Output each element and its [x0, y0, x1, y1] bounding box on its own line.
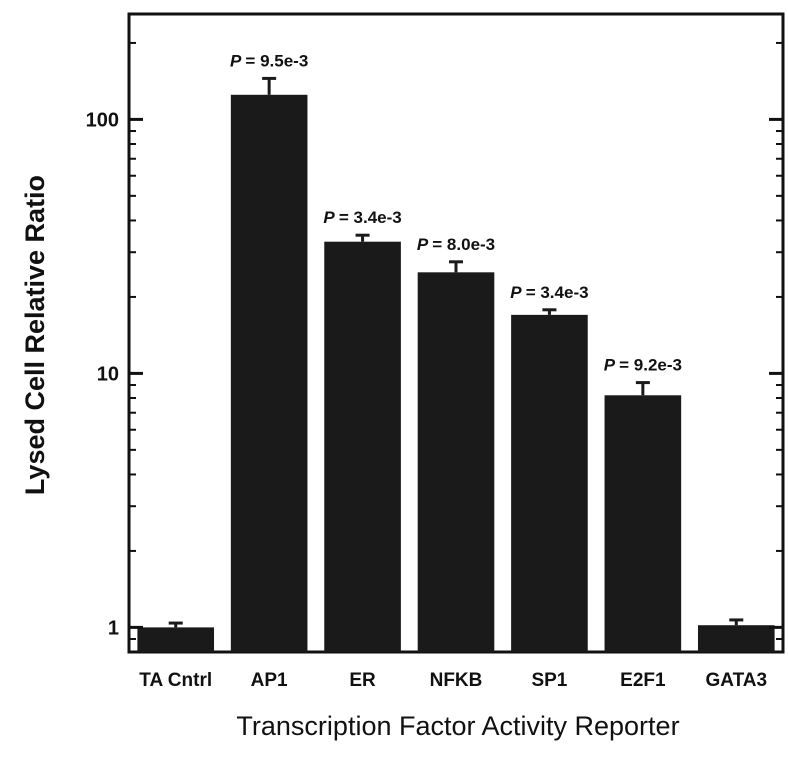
p-value: = 3.4e-3: [526, 283, 589, 302]
p-value: = 9.2e-3: [619, 356, 682, 375]
p-value-label: P = 3.4e-3: [323, 208, 401, 227]
p-value-label: P = 9.2e-3: [604, 356, 682, 375]
x-tick-label: TA Cntrl: [139, 670, 212, 691]
x-axis: TA Cntrl AP1 ER NFKB SP1 E2F1 GATA3: [139, 670, 767, 691]
annotations-group: P = 9.5e-3P = 3.4e-3P = 8.0e-3P = 3.4e-3…: [230, 51, 682, 374]
x-tick-label: SP1: [531, 670, 567, 691]
y-axis-label: Lysed Cell Relative Ratio: [20, 175, 50, 495]
p-value: = 3.4e-3: [339, 208, 402, 227]
error-bars-group: [168, 76, 744, 628]
bar: [324, 241, 401, 652]
p-symbol: P: [417, 235, 432, 254]
bar: [137, 627, 215, 652]
p-symbol: P: [323, 208, 338, 227]
p-symbol: P: [230, 51, 245, 70]
p-symbol: P: [510, 283, 525, 302]
bar: [511, 314, 588, 652]
bar: [230, 94, 308, 652]
p-symbol: P: [604, 356, 619, 375]
bar: [417, 272, 495, 652]
y-tick-label: 1: [108, 617, 119, 639]
p-value-label: P = 9.5e-3: [230, 51, 308, 70]
x-tick-label: AP1: [251, 670, 288, 691]
x-axis-label: Transcription Factor Activity Reporter: [236, 711, 679, 741]
x-tick-label: ER: [349, 670, 376, 691]
x-tick-label: NFKB: [430, 670, 483, 691]
p-value: = 9.5e-3: [245, 51, 308, 70]
y-axis: 1 10 100: [86, 41, 783, 653]
p-value-label: P = 3.4e-3: [510, 283, 588, 302]
p-value-label: P = 8.0e-3: [417, 235, 495, 254]
y-tick-label: 10: [97, 363, 119, 385]
bars-group: [137, 94, 775, 652]
x-tick-label: E2F1: [620, 670, 666, 691]
p-value: = 8.0e-3: [432, 235, 495, 254]
bar: [604, 395, 682, 652]
x-tick-label: GATA3: [705, 670, 767, 691]
y-tick-label: 100: [86, 109, 119, 131]
bar: [697, 625, 775, 652]
